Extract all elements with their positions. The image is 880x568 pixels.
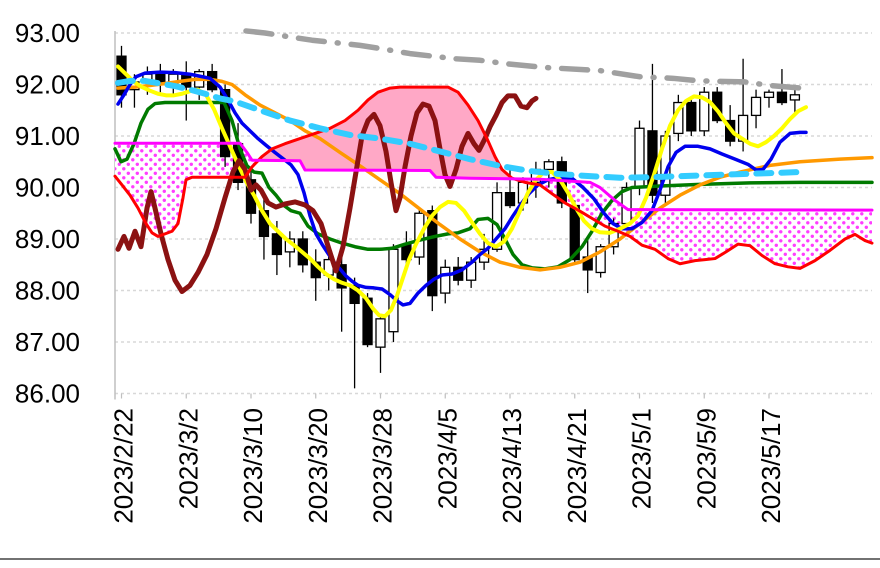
candle-down <box>349 284 360 305</box>
yellow-ma <box>116 64 808 319</box>
candle-down <box>686 101 697 132</box>
y-axis-label: 87.00 <box>15 327 80 357</box>
magenta-span <box>113 141 874 212</box>
candle-up <box>543 161 554 171</box>
candle-down <box>776 91 788 104</box>
candle-up <box>595 246 606 274</box>
y-axis-label: 89.00 <box>15 224 80 254</box>
y-axis-label: 90.00 <box>15 173 80 203</box>
cyan-dashed-ma <box>115 77 803 181</box>
x-axis-label: 2023/5/1 <box>627 408 657 509</box>
y-axis-label: 91.00 <box>15 121 80 151</box>
x-axis-label: 2023/3/20 <box>303 408 333 524</box>
candle-down <box>271 233 283 256</box>
red-span <box>113 85 874 270</box>
darkred-line <box>115 93 539 295</box>
x-axis-label: 2023/2/22 <box>109 408 139 524</box>
candle-up <box>440 266 451 294</box>
cloud-dotted <box>115 143 256 237</box>
y-axis-label: 93.00 <box>15 18 80 48</box>
candle-up <box>375 318 386 348</box>
x-axis-label: 2023/3/10 <box>238 408 268 524</box>
candle-up <box>750 96 762 117</box>
candle-up <box>763 91 775 99</box>
x-axis-label: 2023/5/9 <box>691 408 721 509</box>
candle-down <box>504 191 516 207</box>
candle-up <box>699 91 710 132</box>
y-axis-label: 92.00 <box>15 70 80 100</box>
blue-ma <box>116 70 808 307</box>
x-axis-label: 2023/4/21 <box>562 408 592 524</box>
candle-up <box>789 94 801 101</box>
candle-up <box>388 248 399 333</box>
x-axis-label: 2023/3/28 <box>368 408 398 524</box>
y-axis-label: 88.00 <box>15 276 80 306</box>
x-axis-label: 2023/4/5 <box>432 408 462 509</box>
x-axis-label: 2023/4/13 <box>497 408 527 524</box>
gray-dashdot-ma <box>243 28 811 92</box>
x-axis-label: 2023/3/2 <box>173 408 203 509</box>
x-axis-label: 2023/5/17 <box>756 408 786 524</box>
y-axis-label: 86.00 <box>15 379 80 409</box>
candle-down <box>427 210 438 297</box>
